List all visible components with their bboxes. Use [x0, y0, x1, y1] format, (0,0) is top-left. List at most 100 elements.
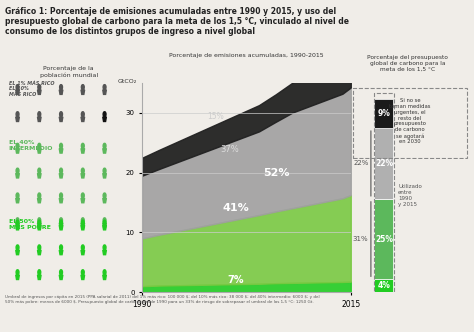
Text: 15%: 15%: [207, 112, 224, 121]
Polygon shape: [59, 223, 63, 228]
Bar: [374, 128, 393, 199]
Text: Utilizado
entre
1990
y 2015: Utilizado entre 1990 y 2015: [398, 184, 422, 207]
Circle shape: [16, 193, 19, 198]
Circle shape: [16, 143, 19, 148]
Polygon shape: [81, 117, 84, 122]
Polygon shape: [16, 198, 19, 203]
Circle shape: [38, 270, 41, 275]
Circle shape: [82, 85, 84, 90]
Text: Porcentaje del presupuesto
global de carbono para la
meta de los 1,5 °C: Porcentaje del presupuesto global de car…: [367, 55, 448, 71]
Text: EL 40%
INTERMEDIO: EL 40% INTERMEDIO: [9, 140, 53, 151]
Circle shape: [38, 218, 41, 223]
Polygon shape: [16, 225, 19, 230]
Circle shape: [16, 168, 19, 173]
Circle shape: [38, 294, 41, 300]
Circle shape: [103, 270, 106, 275]
Circle shape: [16, 270, 19, 275]
Polygon shape: [59, 149, 63, 153]
Circle shape: [16, 220, 19, 225]
Polygon shape: [103, 149, 106, 153]
Circle shape: [82, 245, 84, 250]
Polygon shape: [81, 300, 84, 304]
Circle shape: [82, 294, 84, 300]
Text: 41%: 41%: [223, 204, 249, 213]
Polygon shape: [16, 300, 19, 304]
Polygon shape: [16, 173, 19, 178]
Polygon shape: [59, 300, 63, 304]
Circle shape: [103, 112, 106, 117]
Bar: [374, 99, 393, 128]
Polygon shape: [81, 173, 84, 178]
Text: 7%: 7%: [228, 275, 244, 285]
Polygon shape: [37, 225, 41, 230]
Polygon shape: [103, 117, 106, 122]
Circle shape: [38, 193, 41, 198]
Circle shape: [82, 168, 84, 173]
Circle shape: [103, 85, 106, 90]
Polygon shape: [81, 250, 84, 255]
Circle shape: [16, 85, 19, 90]
Polygon shape: [103, 275, 106, 280]
Circle shape: [38, 112, 41, 117]
Circle shape: [16, 218, 19, 223]
Circle shape: [16, 294, 19, 300]
Polygon shape: [37, 117, 41, 122]
Polygon shape: [59, 117, 63, 122]
Circle shape: [82, 220, 84, 225]
Circle shape: [103, 168, 106, 173]
Circle shape: [103, 143, 106, 148]
Polygon shape: [37, 250, 41, 255]
Text: Gráfico 1: Porcentaje de emisiones acumuladas entre 1990 y 2015, y uso del
presu: Gráfico 1: Porcentaje de emisiones acumu…: [5, 7, 349, 37]
Polygon shape: [103, 90, 106, 94]
Circle shape: [103, 193, 106, 198]
Polygon shape: [59, 173, 63, 178]
Text: EL 1% MÁS RICO
EL 10%
MÁS RICO: EL 1% MÁS RICO EL 10% MÁS RICO: [9, 81, 54, 97]
Polygon shape: [81, 275, 84, 280]
Polygon shape: [81, 225, 84, 230]
Circle shape: [60, 220, 63, 225]
Circle shape: [103, 294, 106, 300]
Polygon shape: [103, 225, 106, 230]
Bar: [374, 279, 393, 292]
Polygon shape: [81, 223, 84, 228]
Text: Umbral de ingresos por cápita en 2015 (PPA salarial de 2011) del 1% más rico: 10: Umbral de ingresos por cápita en 2015 (P…: [5, 295, 319, 304]
Circle shape: [82, 218, 84, 223]
Circle shape: [38, 143, 41, 148]
Circle shape: [38, 220, 41, 225]
Circle shape: [60, 218, 63, 223]
Polygon shape: [37, 90, 41, 94]
Text: 22%: 22%: [375, 159, 393, 168]
Polygon shape: [59, 198, 63, 203]
Text: GtCO₂: GtCO₂: [117, 79, 137, 84]
Polygon shape: [16, 117, 19, 122]
Polygon shape: [103, 250, 106, 255]
Circle shape: [103, 218, 106, 223]
Circle shape: [60, 294, 63, 300]
Text: 4%: 4%: [377, 281, 391, 290]
Polygon shape: [59, 275, 63, 280]
Polygon shape: [16, 275, 19, 280]
Polygon shape: [81, 149, 84, 153]
Circle shape: [82, 143, 84, 148]
Polygon shape: [103, 173, 106, 178]
Polygon shape: [16, 90, 19, 94]
Polygon shape: [37, 149, 41, 153]
Text: Porcentaje de emisiones acumuladas, 1990-2015: Porcentaje de emisiones acumuladas, 1990…: [169, 53, 324, 58]
Text: 25%: 25%: [375, 235, 393, 244]
Circle shape: [38, 85, 41, 90]
Polygon shape: [59, 90, 63, 94]
Polygon shape: [81, 198, 84, 203]
Circle shape: [103, 245, 106, 250]
Circle shape: [82, 112, 84, 117]
Text: 22%: 22%: [353, 160, 369, 166]
Polygon shape: [16, 250, 19, 255]
Polygon shape: [37, 223, 41, 228]
Circle shape: [16, 245, 19, 250]
Bar: [374, 199, 393, 279]
Polygon shape: [103, 223, 106, 228]
Polygon shape: [59, 225, 63, 230]
Circle shape: [60, 112, 63, 117]
Circle shape: [103, 220, 106, 225]
Circle shape: [60, 168, 63, 173]
Text: EL 50%
MÁS POBRE: EL 50% MÁS POBRE: [9, 219, 50, 230]
